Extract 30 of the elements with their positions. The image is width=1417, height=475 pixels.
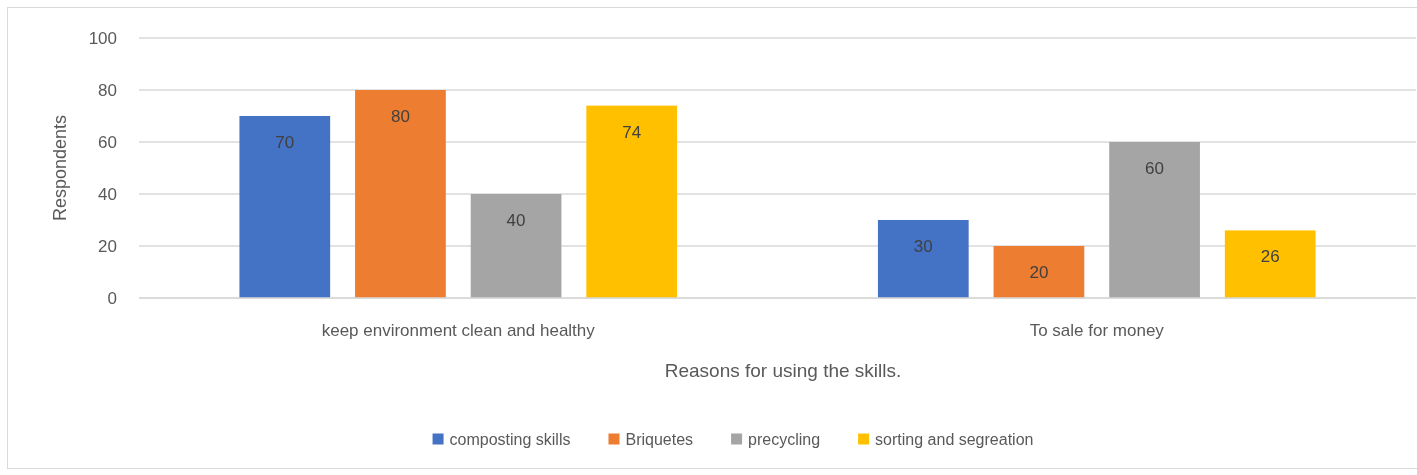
bar	[586, 105, 678, 298]
data-label: 70	[275, 133, 295, 152]
bar	[1224, 230, 1316, 298]
y-tick-label: 20	[98, 236, 117, 256]
data-label: 80	[390, 107, 410, 126]
data-label: 40	[506, 211, 526, 230]
legend-label: sorting and segreation	[875, 430, 1034, 448]
bar	[239, 116, 331, 298]
legend-label: precycling	[748, 430, 821, 448]
x-tick-label: To sale for money	[1029, 321, 1165, 340]
data-label: 26	[1260, 247, 1280, 267]
y-tick-label: 0	[107, 288, 117, 308]
data-label: 20	[1029, 263, 1049, 282]
y-tick-label: 60	[98, 132, 117, 152]
data-label: 60	[1145, 159, 1165, 178]
data-label: 74	[622, 122, 642, 142]
x-tick-label: keep environment clean and healthy	[321, 321, 596, 340]
bar	[1109, 142, 1200, 298]
data-label: 30	[913, 237, 933, 256]
bar	[355, 90, 446, 298]
legend-label: Briquetes	[625, 430, 694, 448]
bar	[877, 220, 969, 298]
y-tick-label: 40	[98, 184, 117, 204]
y-axis-title: Respondents	[50, 114, 70, 222]
bar	[993, 246, 1085, 298]
legend-label: composting skills	[449, 430, 571, 448]
y-tick-label: 100	[88, 28, 117, 48]
bar	[470, 194, 562, 298]
x-axis-title: Reasons for using the skills.	[664, 360, 902, 381]
y-tick-label: 80	[98, 80, 117, 100]
